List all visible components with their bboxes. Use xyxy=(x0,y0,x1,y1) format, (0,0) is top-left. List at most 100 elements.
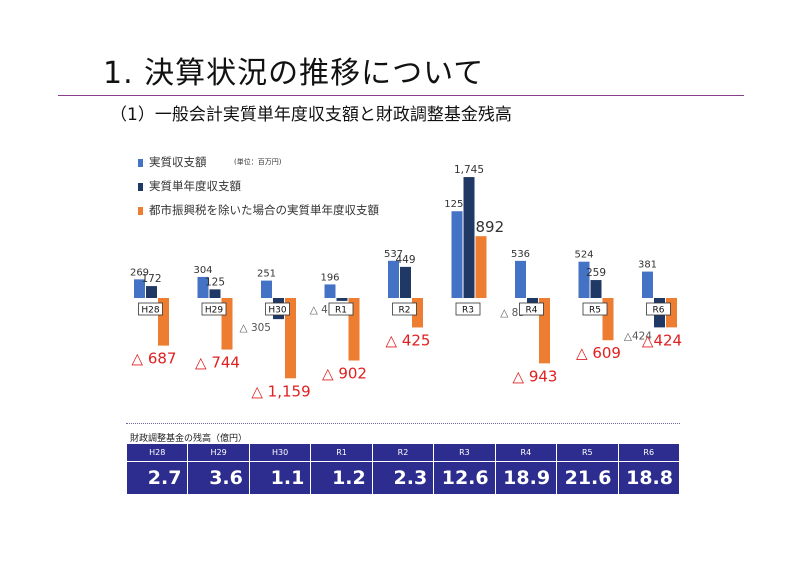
fund-year-cell: R4 xyxy=(494,443,558,462)
category-label-R1: R1 xyxy=(335,306,347,316)
bar-R6-series-1 xyxy=(642,271,653,298)
data-label-R5-series-3: △ 609 xyxy=(576,344,621,362)
data-label-R1-series-3: △ 902 xyxy=(322,365,367,383)
bar-R2-series-2 xyxy=(400,266,411,298)
category-box-R2 xyxy=(392,302,417,316)
data-label-H29-series-2: 125 xyxy=(205,276,225,288)
category-box-R4 xyxy=(519,302,544,316)
page-title: 1. 決算状況の推移について xyxy=(103,56,485,91)
category-label-H28: H28 xyxy=(141,306,159,316)
title-divider xyxy=(58,95,744,96)
category-label-R5: R5 xyxy=(589,306,601,316)
bar-H29-series-3 xyxy=(221,298,233,350)
data-label-H29-series-3: △ 744 xyxy=(195,354,240,372)
category-box-R5 xyxy=(582,302,608,316)
bar-H28-series-1 xyxy=(134,279,145,298)
category-box-R3 xyxy=(455,302,481,316)
fund-balance-table: H28 H29 H30 R1 R2 R3 R4 R5 R6 2.7 3.6 1.… xyxy=(125,443,680,495)
fund-value-cell: 18.9 xyxy=(494,461,558,495)
bar-H30-series-3 xyxy=(285,298,296,379)
bar-R3-series-1 xyxy=(451,211,463,298)
legend-label: 都市振興税を除いた場合の実質単年度収支額 xyxy=(149,203,379,217)
data-label-H30-series-3: △ 1,159 xyxy=(251,382,310,400)
data-label-H28-series-1: 269 xyxy=(130,267,149,278)
bar-R1-series-2 xyxy=(336,298,348,301)
bar-R1-series-3 xyxy=(348,298,360,361)
data-label-R1-series-1: 196 xyxy=(320,272,339,283)
category-box-H30 xyxy=(265,302,290,316)
bar-H28-series-3 xyxy=(158,298,169,346)
legend-label: 実質単年度収支額 xyxy=(149,179,241,193)
fund-year-cell: R6 xyxy=(617,443,680,462)
bar-R4-series-2 xyxy=(527,298,538,304)
fund-value-cell: 1.1 xyxy=(248,461,312,495)
category-box-H29 xyxy=(201,302,227,316)
bar-H29-series-2 xyxy=(209,289,221,298)
bar-R3-series-3 xyxy=(475,236,487,298)
data-label-R5-series-1: 524 xyxy=(574,250,593,261)
category-label-R2: R2 xyxy=(399,306,411,316)
data-label-H28-series-3: △ 687 xyxy=(132,350,177,368)
category-label-H29: H29 xyxy=(205,306,223,316)
fund-year-cell: R5 xyxy=(556,443,619,462)
bar-R4-series-1 xyxy=(515,260,526,298)
bar-H30-series-1 xyxy=(261,280,272,298)
fund-year-cell: R3 xyxy=(433,443,496,462)
fund-divider xyxy=(126,423,680,424)
data-label-R1-series-2: △ 42 xyxy=(310,304,335,316)
fund-value-cell: 18.8 xyxy=(617,461,680,495)
fund-year-cell: H29 xyxy=(187,443,250,462)
bar-R3-series-2 xyxy=(463,177,475,298)
unit-note: (単位：百万円) xyxy=(234,158,282,166)
legend-swatch xyxy=(138,159,143,167)
legend-item-excl-city-tax: 都市振興税を除いた場合の実質単年度収支額 xyxy=(138,202,379,218)
data-label-H30-series-2: △ 305 xyxy=(240,322,271,334)
fund-value-row: 2.7 3.6 1.1 1.2 2.3 12.6 18.9 21.6 18.8 xyxy=(125,461,680,495)
fund-value-cell: 3.6 xyxy=(187,461,250,495)
bar-R6-series-3 xyxy=(666,298,677,328)
fund-value-cell: 21.6 xyxy=(556,461,619,495)
data-label-H29-series-1: 304 xyxy=(193,265,212,276)
legend-swatch xyxy=(138,207,143,215)
bar-R5-series-2 xyxy=(590,280,602,298)
data-label-R6-series-2: △424 xyxy=(624,330,652,342)
bar-R2-series-3 xyxy=(412,298,423,328)
fund-header-row: H28 H29 H30 R1 R2 R3 R4 R5 R6 xyxy=(125,443,680,462)
category-label-R6: R6 xyxy=(653,306,665,316)
data-label-R2-series-1: 537 xyxy=(384,249,403,260)
fund-value-cell: 2.7 xyxy=(125,461,189,495)
category-box-R1 xyxy=(328,302,354,316)
bar-H28-series-2 xyxy=(146,286,157,298)
data-label-R3-series-1: 1252 xyxy=(444,199,469,210)
bar-R5-series-1 xyxy=(578,261,590,298)
fund-year-cell: R1 xyxy=(310,443,373,462)
fund-year-cell: H30 xyxy=(248,443,312,462)
data-label-R4-series-2: △ 83 xyxy=(500,307,525,319)
data-label-R3-series-3: 892 xyxy=(476,218,505,236)
category-label-R4: R4 xyxy=(526,306,538,316)
legend-swatch xyxy=(138,183,143,191)
fund-value-cell: 1.2 xyxy=(310,461,373,495)
data-label-R3-series-2: 1,745 xyxy=(454,164,484,176)
legend-item-single-year-balance: 実質単年度収支額 xyxy=(138,178,241,194)
category-label-R3: R3 xyxy=(462,306,474,316)
fund-table-title: 財政調整基金の残高（億円） xyxy=(130,434,248,444)
bar-H29-series-1 xyxy=(197,276,209,298)
fund-value-cell: 12.6 xyxy=(433,461,496,495)
data-label-R2-series-2: 449 xyxy=(395,254,415,266)
bar-R5-series-3 xyxy=(602,298,614,341)
bar-R1-series-1 xyxy=(324,284,336,298)
fund-value-cell: 2.3 xyxy=(371,461,435,495)
legend-label: 実質収支額 xyxy=(149,155,207,169)
data-label-R4-series-3: △ 943 xyxy=(513,367,558,385)
fund-year-cell: H28 xyxy=(125,443,189,462)
data-label-H28-series-2: 172 xyxy=(141,273,161,285)
data-label-R6-series-3: △424 xyxy=(642,331,682,349)
category-label-H30: H30 xyxy=(268,306,286,316)
data-label-H30-series-1: 251 xyxy=(257,269,276,280)
data-label-R2-series-3: △ 425 xyxy=(386,331,431,349)
page-subtitle: （1）一般会計実質単年度収支額と財政調整基金残高 xyxy=(110,105,512,125)
data-label-R5-series-2: 259 xyxy=(586,267,606,279)
category-box-R6 xyxy=(646,302,671,316)
